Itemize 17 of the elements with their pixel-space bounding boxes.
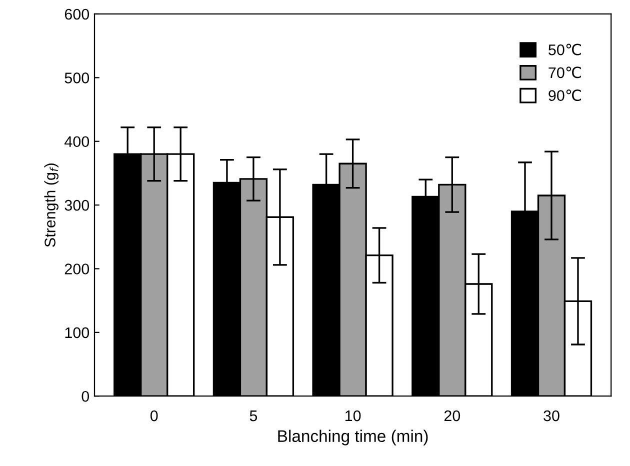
y-tick-label: 300 — [64, 200, 90, 211]
legend-label: 70℃ — [548, 66, 581, 78]
y-tick-label: 500 — [64, 72, 90, 84]
x-tick-label: 30 — [544, 410, 560, 422]
legend-label: 90℃ — [548, 89, 581, 102]
y-axis-title: Strength (g$_{f}$) — [44, 164, 58, 247]
x-axis-title: Blanching time (min) — [278, 430, 428, 446]
x-tick-label: 5 — [250, 410, 258, 422]
y-tick-label: 0 — [82, 390, 90, 402]
legend-label: 50℃ — [548, 44, 581, 56]
y-tick-label: 600 — [64, 8, 90, 20]
x-tick-label: 20 — [444, 410, 460, 422]
x-tick-label: 0 — [150, 410, 158, 422]
y-tick-label: 400 — [64, 136, 90, 148]
y-tick-label: 200 — [64, 264, 90, 274]
x-tick-label: 10 — [345, 410, 361, 422]
y-tick-label: 100 — [65, 327, 90, 338]
